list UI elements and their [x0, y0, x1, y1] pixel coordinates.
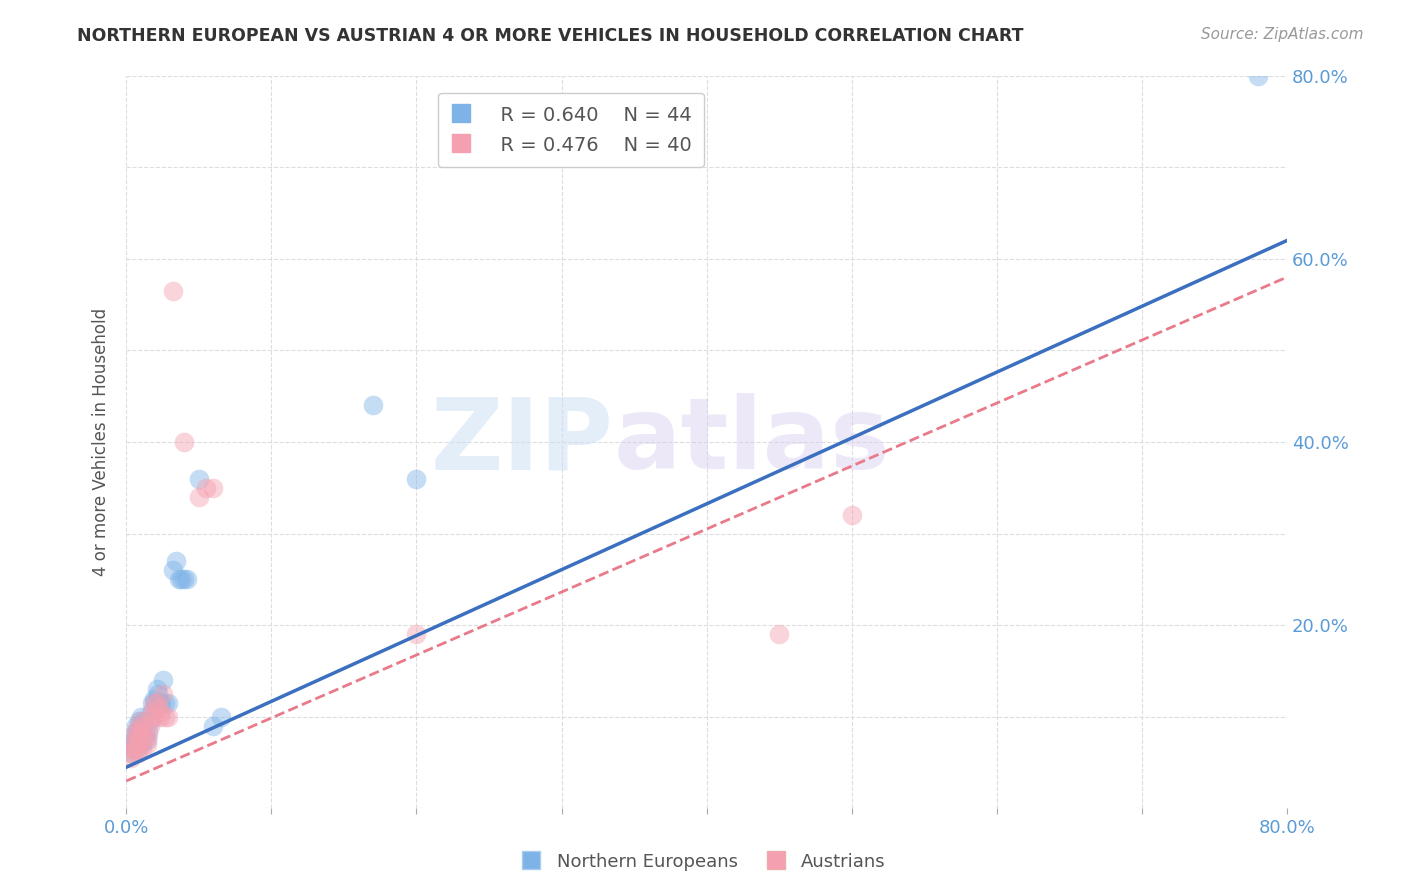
Point: [143, 710, 166, 724]
Text: ZIP: ZIP: [432, 393, 614, 491]
Point: [138, 714, 160, 729]
Point: [131, 737, 153, 751]
Point: [187, 490, 209, 504]
Point: [173, 434, 195, 449]
Point: [124, 728, 146, 742]
Point: [405, 472, 427, 486]
Point: [148, 700, 170, 714]
Point: [127, 742, 149, 756]
Point: [125, 723, 148, 738]
Point: [170, 573, 193, 587]
Legend: Northern Europeans, Austrians: Northern Europeans, Austrians: [513, 845, 893, 879]
Point: [202, 481, 225, 495]
Point: [134, 732, 156, 747]
Point: [128, 732, 150, 747]
Point: [136, 728, 159, 742]
Point: [141, 696, 163, 710]
Point: [146, 696, 169, 710]
Point: [132, 719, 155, 733]
Point: [127, 737, 149, 751]
Point: [124, 737, 146, 751]
Point: [122, 732, 145, 747]
Point: [142, 696, 165, 710]
Point: [121, 742, 143, 756]
Point: [129, 719, 152, 733]
Point: [125, 719, 148, 733]
Point: [202, 719, 225, 733]
Point: [120, 747, 142, 761]
Point: [155, 696, 177, 710]
Point: [176, 573, 198, 587]
Point: [187, 472, 209, 486]
Point: [405, 627, 427, 641]
Point: [148, 687, 170, 701]
Point: [157, 710, 180, 724]
Point: [121, 747, 143, 761]
Point: [142, 691, 165, 706]
Point: [128, 728, 150, 742]
Point: [129, 714, 152, 729]
Point: [125, 723, 148, 738]
Point: [157, 696, 180, 710]
Point: [129, 723, 152, 738]
Point: [146, 682, 169, 697]
Point: [124, 742, 146, 756]
Point: [141, 705, 163, 719]
Point: [150, 696, 173, 710]
Point: [768, 627, 790, 641]
Point: [165, 554, 187, 568]
Point: [131, 728, 153, 742]
Point: [139, 705, 162, 719]
Point: [132, 714, 155, 729]
Point: [122, 737, 145, 751]
Text: atlas: atlas: [614, 393, 890, 491]
Point: [128, 714, 150, 729]
Point: [1247, 69, 1270, 83]
Point: [195, 481, 218, 495]
Point: [155, 710, 177, 724]
Point: [134, 728, 156, 742]
Point: [143, 696, 166, 710]
Point: [150, 705, 173, 719]
Point: [120, 751, 142, 765]
Point: [122, 737, 145, 751]
Text: Source: ZipAtlas.com: Source: ZipAtlas.com: [1201, 27, 1364, 42]
Point: [135, 732, 157, 747]
Point: [138, 719, 160, 733]
Point: [167, 573, 190, 587]
Point: [135, 737, 157, 751]
Point: [209, 710, 232, 724]
Point: [122, 742, 145, 756]
Y-axis label: 4 or more Vehicles in Household: 4 or more Vehicles in Household: [93, 308, 110, 576]
Point: [127, 732, 149, 747]
Point: [361, 398, 384, 412]
Point: [152, 687, 174, 701]
Point: [131, 723, 153, 738]
Point: [125, 728, 148, 742]
Point: [162, 563, 184, 577]
Point: [173, 573, 195, 587]
Point: [129, 710, 152, 724]
Point: [131, 742, 153, 756]
Text: NORTHERN EUROPEAN VS AUSTRIAN 4 OR MORE VEHICLES IN HOUSEHOLD CORRELATION CHART: NORTHERN EUROPEAN VS AUSTRIAN 4 OR MORE …: [77, 27, 1024, 45]
Point: [128, 719, 150, 733]
Legend:   R = 0.640    N = 44,   R = 0.476    N = 40: R = 0.640 N = 44, R = 0.476 N = 40: [437, 93, 704, 167]
Point: [149, 696, 172, 710]
Point: [152, 673, 174, 688]
Point: [124, 732, 146, 747]
Point: [136, 723, 159, 738]
Point: [139, 710, 162, 724]
Point: [127, 747, 149, 761]
Point: [162, 284, 184, 298]
Point: [149, 710, 172, 724]
Point: [841, 508, 863, 523]
